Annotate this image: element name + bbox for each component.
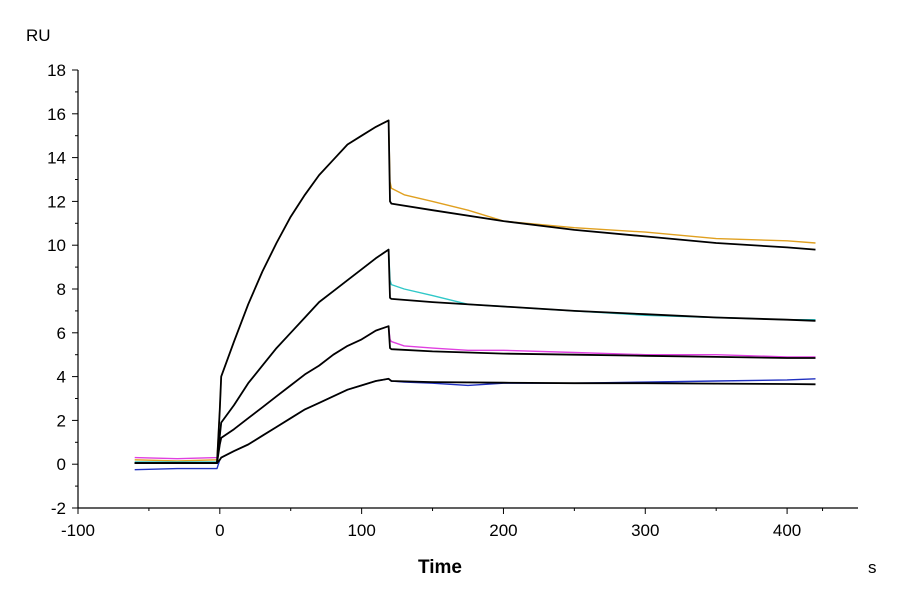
x-tick-label: 300 [631, 521, 659, 540]
y-tick-label: -2 [51, 499, 66, 518]
y-ticks: -2 0 2 4 6 8 10 12 14 16 18 [47, 61, 78, 518]
y-tick-label: 8 [57, 280, 66, 299]
y-tick-label: 10 [47, 236, 66, 255]
x-ticks: -100 0 100 200 300 400 [61, 508, 824, 540]
x-axis-title: Time [418, 557, 462, 578]
y-tick-label: 6 [57, 324, 66, 343]
fit-curve-7 [134, 325, 816, 465]
sensorgram-curve-4 [134, 378, 816, 471]
x-tick-label: 0 [215, 521, 224, 540]
y-axis-label: RU [26, 26, 51, 45]
fit-curve-6 [134, 248, 816, 465]
fit-curve-5 [134, 119, 816, 465]
series-layer [134, 119, 816, 471]
sensorgram-curve-1 [134, 119, 816, 462]
y-tick-label: 12 [47, 192, 66, 211]
x-tick-label: 400 [773, 521, 801, 540]
y-tick-label: 2 [57, 411, 66, 430]
x-tick-label: -100 [61, 521, 95, 540]
sensorgram-curve-2 [134, 248, 816, 463]
y-tick-label: 0 [57, 455, 66, 474]
x-tick-label: 100 [347, 521, 375, 540]
x-tick-label: 200 [489, 521, 517, 540]
sensorgram-curve-3 [134, 325, 816, 460]
x-axis-unit: s [868, 558, 877, 577]
y-tick-label: 4 [57, 368, 66, 387]
axes: -2 0 2 4 6 8 10 12 14 16 18 -100 0 100 200 300 400 [47, 61, 858, 540]
y-tick-label: 16 [47, 105, 66, 124]
y-tick-label: 14 [47, 149, 66, 168]
y-tick-label: 18 [47, 61, 66, 80]
fit-curve-8 [134, 377, 816, 465]
